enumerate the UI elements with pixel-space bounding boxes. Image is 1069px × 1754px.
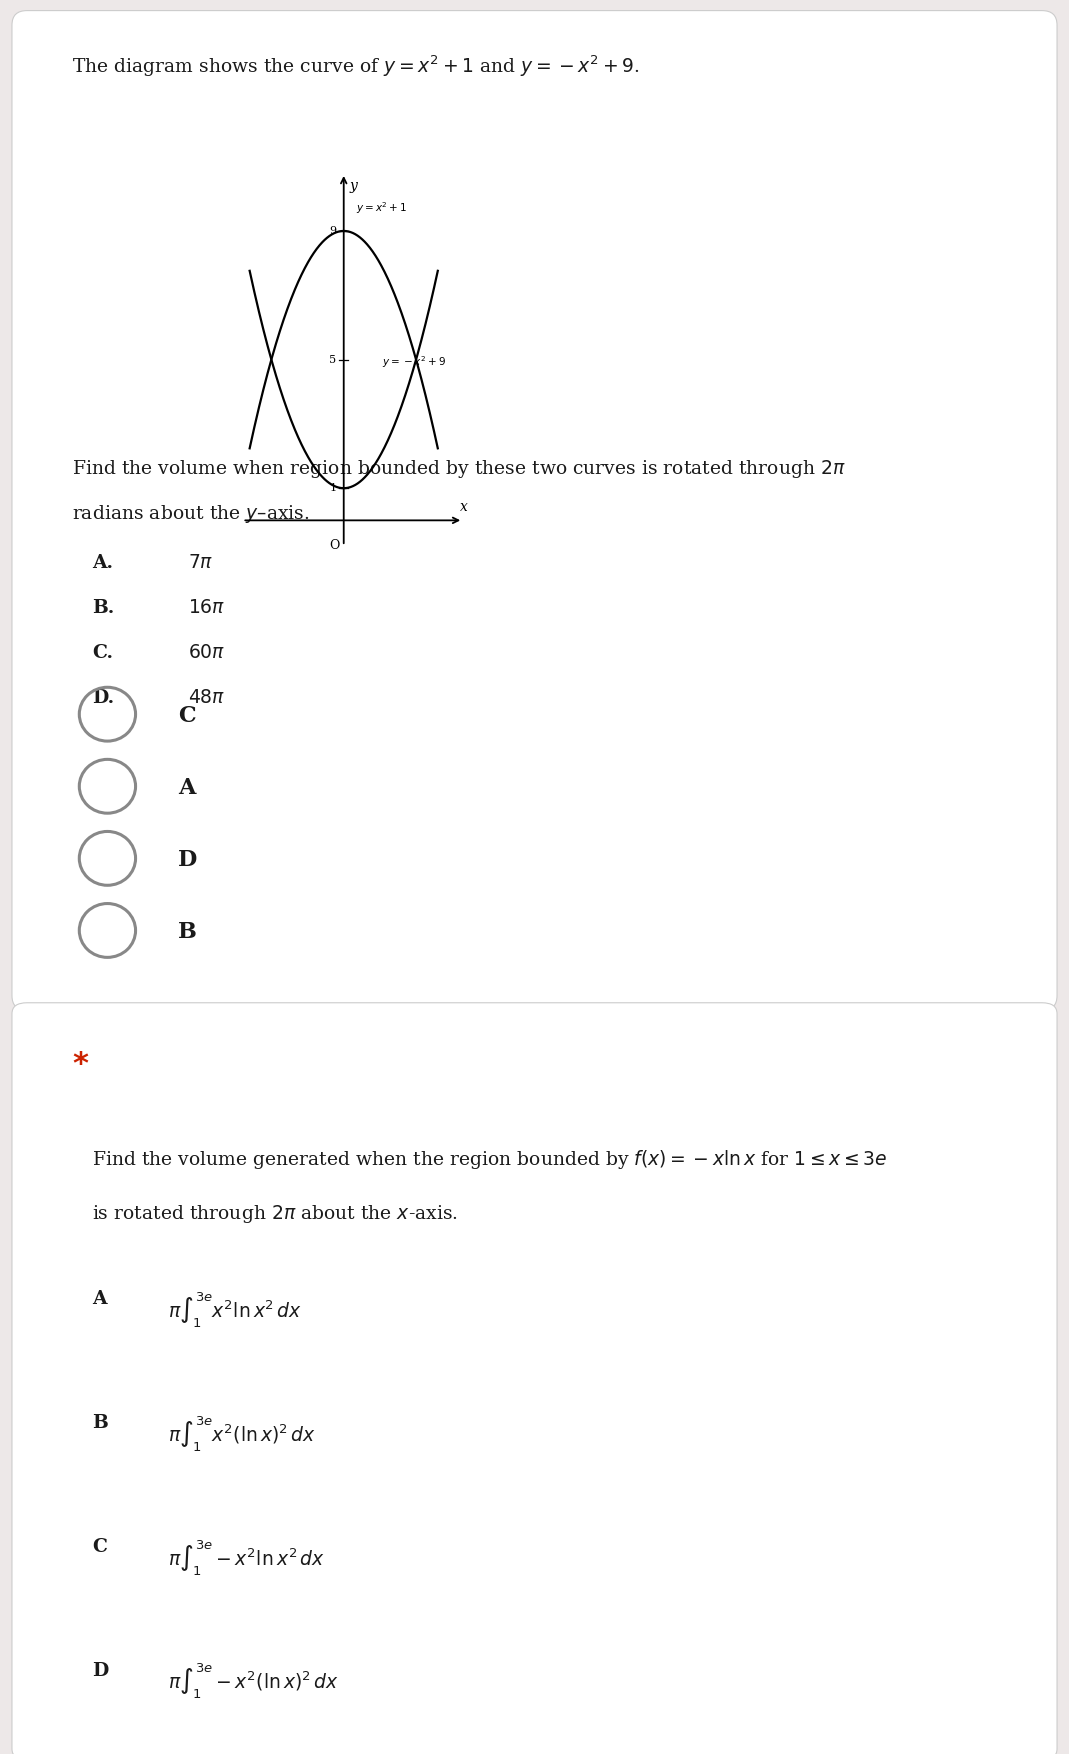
Text: radians about the $y$–axis.: radians about the $y$–axis. [73,503,310,524]
Text: $\pi\int_1^{3e} -x^2\ln x^2\,dx$: $\pi\int_1^{3e} -x^2\ln x^2\,dx$ [168,1538,325,1577]
Text: A: A [177,777,196,798]
Text: B.: B. [92,598,114,617]
Text: D: D [92,1661,109,1680]
Text: C: C [92,1538,107,1556]
Text: x: x [460,500,467,514]
Text: $y=x^2+1$: $y=x^2+1$ [356,200,407,216]
Text: $7\pi$: $7\pi$ [188,554,214,572]
Text: $y=-x^2+9$: $y=-x^2+9$ [382,354,446,370]
Text: 5: 5 [329,354,337,365]
Text: *: * [73,1051,89,1079]
FancyBboxPatch shape [12,1003,1057,1754]
Text: $60\pi$: $60\pi$ [188,644,226,661]
FancyBboxPatch shape [12,11,1057,1010]
Text: 1: 1 [329,482,337,493]
Text: Find the volume when region bounded by these two curves is rotated through $2\pi: Find the volume when region bounded by t… [73,458,846,479]
Text: B: B [92,1414,108,1431]
Text: $48\pi$: $48\pi$ [188,689,226,707]
Text: D: D [177,849,197,870]
Text: $\pi\int_1^{3e} -x^2(\ln x)^2\,dx$: $\pi\int_1^{3e} -x^2(\ln x)^2\,dx$ [168,1661,339,1701]
Text: $\pi\int_1^{3e} x^2(\ln x)^2\,dx$: $\pi\int_1^{3e} x^2(\ln x)^2\,dx$ [168,1414,315,1454]
Text: The diagram shows the curve of $y=x^2+1$ and $y=-x^2+9$.: The diagram shows the curve of $y=x^2+1$… [73,54,640,79]
Text: A: A [92,1291,107,1308]
Text: $\pi\int_1^{3e} x^2\ln x^2\,dx$: $\pi\int_1^{3e} x^2\ln x^2\,dx$ [168,1291,301,1330]
Text: C.: C. [92,644,113,661]
Text: 9: 9 [329,226,337,237]
Text: $16\pi$: $16\pi$ [188,598,226,617]
Text: Find the volume generated when the region bounded by $f(x)=-x\ln x$ for $1\leq x: Find the volume generated when the regio… [92,1149,887,1172]
Text: is rotated through $2\pi$ about the $x$-axis.: is rotated through $2\pi$ about the $x$-… [92,1203,459,1224]
Text: A.: A. [92,554,113,572]
Text: y: y [350,179,357,193]
Text: C: C [177,705,196,726]
Text: O: O [329,538,340,553]
Text: B: B [177,921,197,944]
Text: D.: D. [92,689,114,707]
